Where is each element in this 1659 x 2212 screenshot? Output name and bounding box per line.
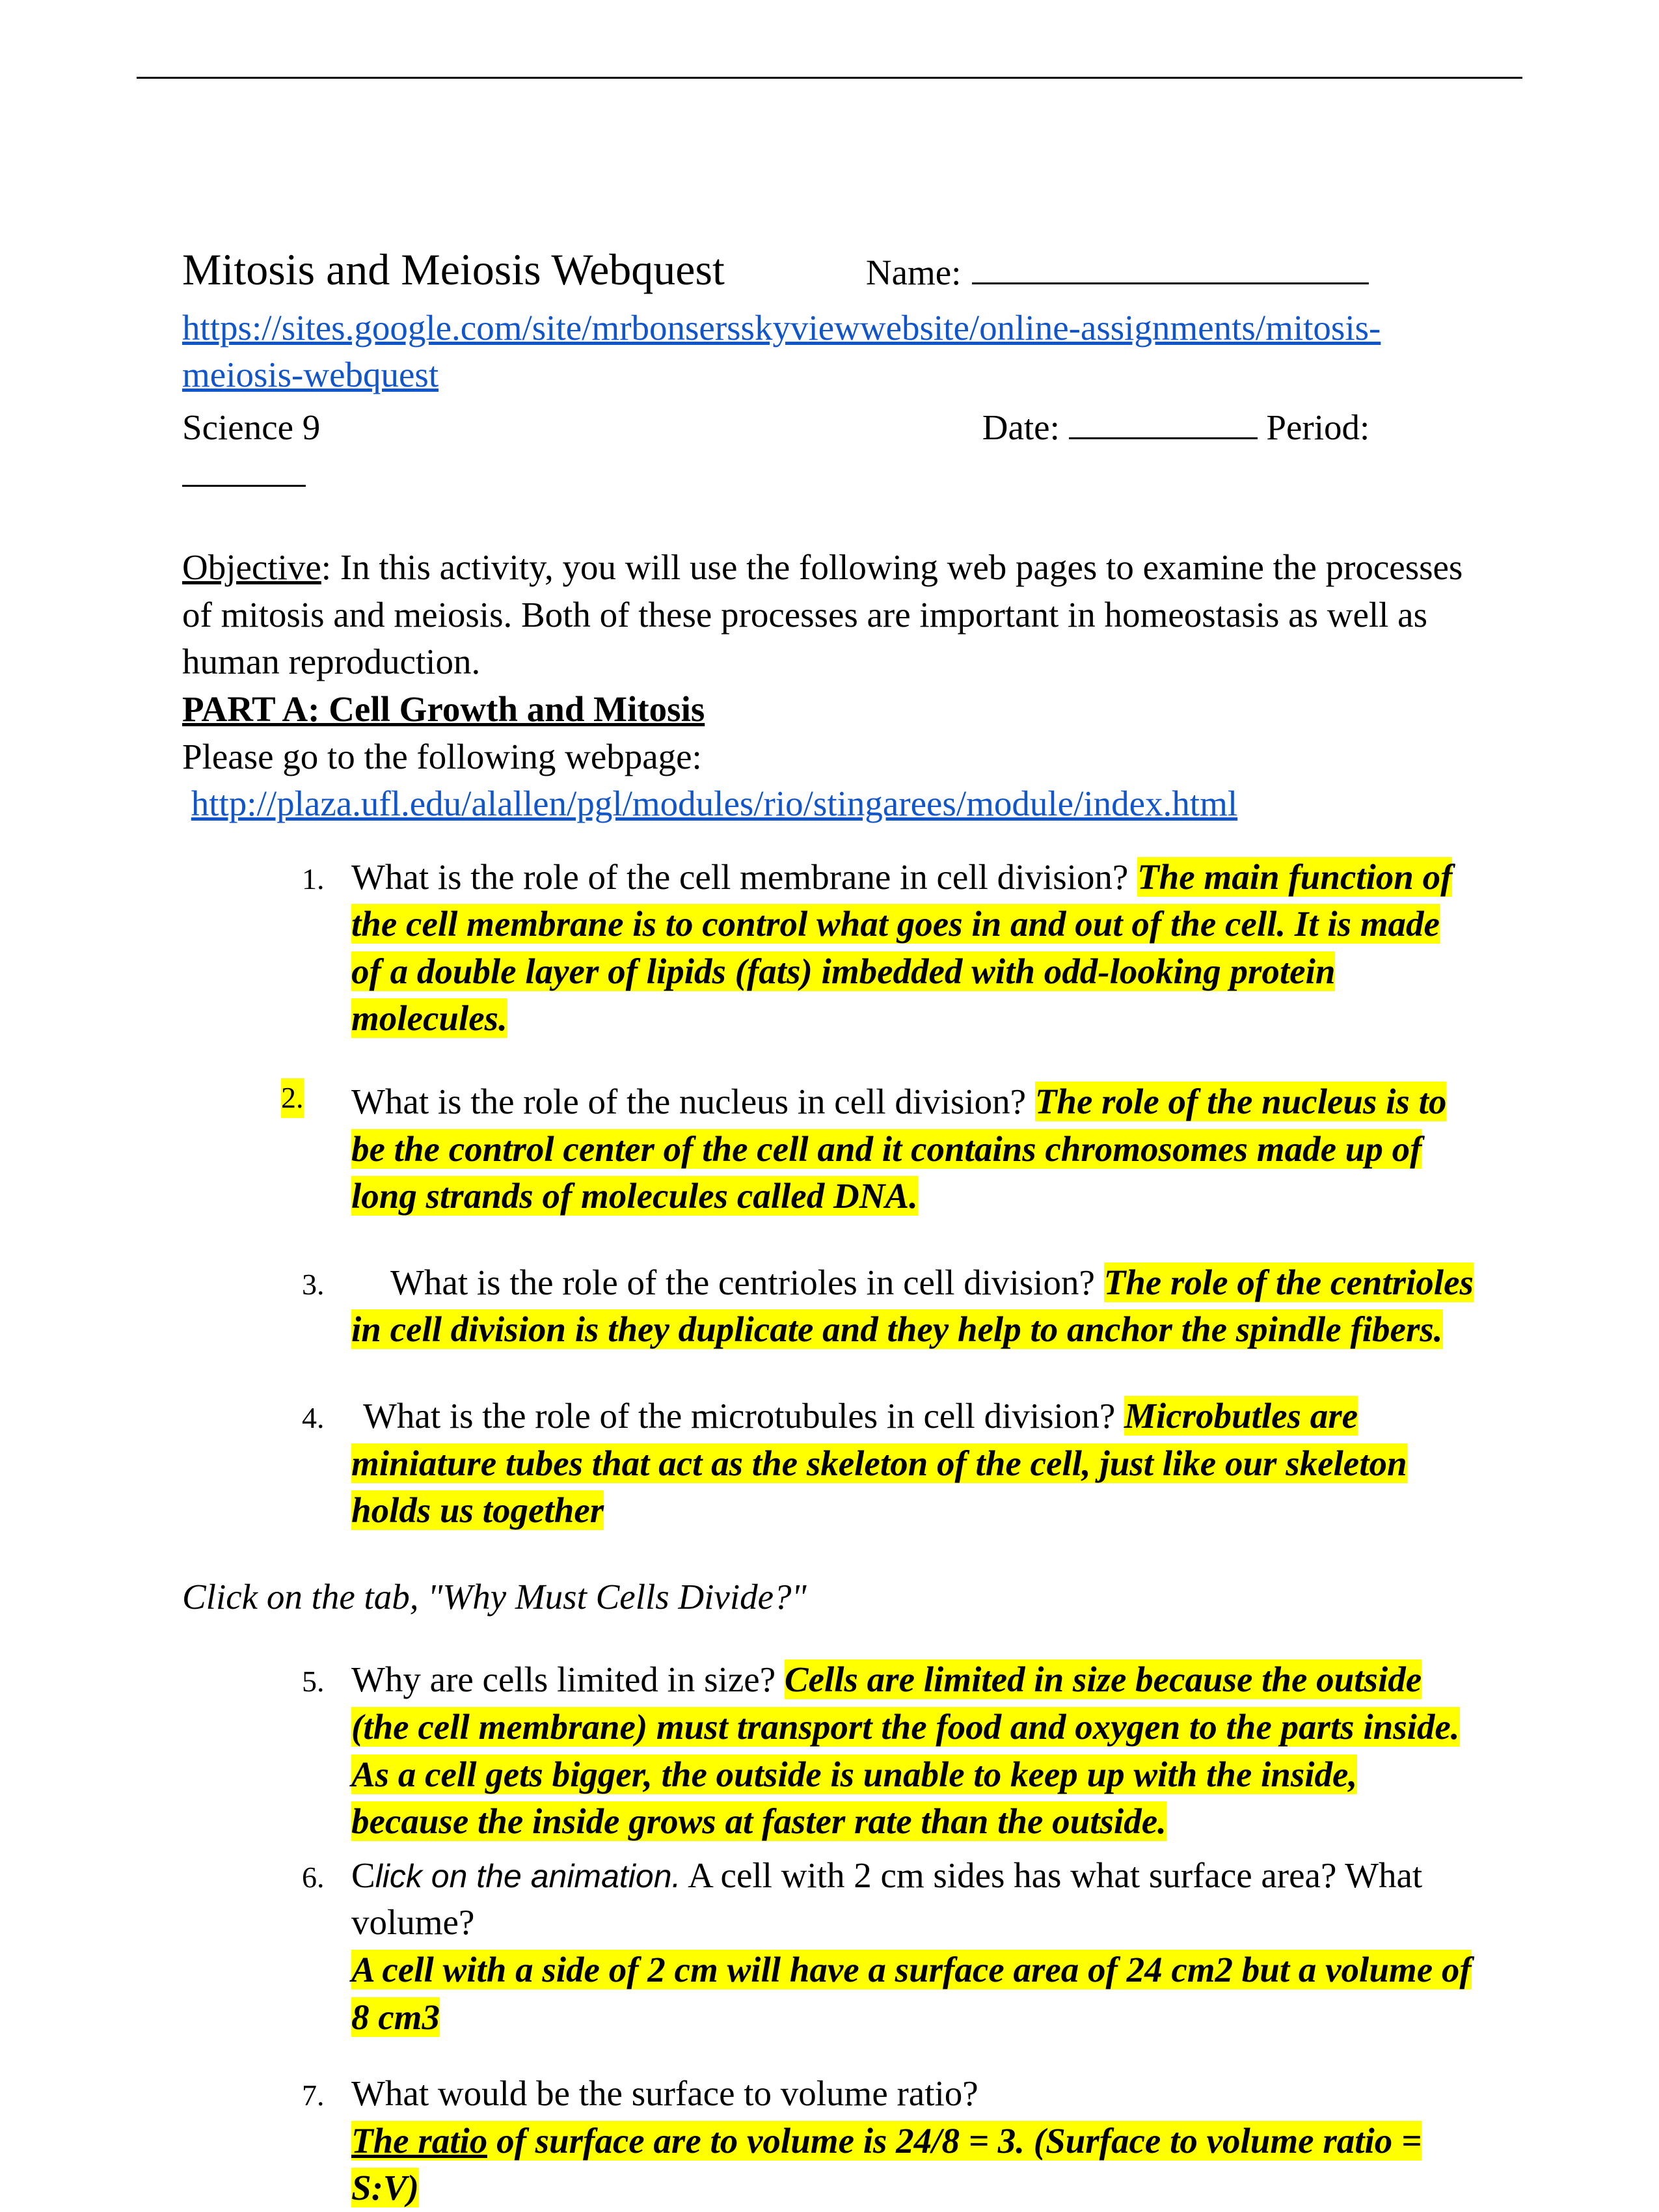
question-7-text: What would be the surface to volume rati… bbox=[351, 2073, 978, 2113]
click-animation-label: lick on the animation. bbox=[375, 1858, 681, 1894]
top-horizontal-rule bbox=[137, 77, 1522, 79]
question-4-text: What is the role of the microtubules in … bbox=[363, 1396, 1124, 1436]
source-url-row: https://sites.google.com/site/mrbonserss… bbox=[182, 305, 1477, 399]
tab-instruction: Click on the tab, "Why Must Cells Divide… bbox=[182, 1574, 1477, 1621]
name-label: Name: bbox=[866, 253, 962, 292]
objective-block: Objective: In this activity, you will us… bbox=[182, 544, 1477, 686]
question-2: 2. What is the role of the nucleus in ce… bbox=[332, 1078, 1477, 1220]
question-3-text: What is the role of the centrioles in ce… bbox=[390, 1263, 1104, 1302]
course-date-row: Science 9 Date: Period: bbox=[182, 404, 1477, 498]
questions-list-1: What is the role of the cell membrane in… bbox=[182, 854, 1477, 1535]
period-blank[interactable] bbox=[182, 452, 306, 487]
objective-label: Objective bbox=[182, 547, 321, 587]
part-a-heading-row: PART A: Cell Growth and Mitosis bbox=[182, 686, 1477, 733]
part-a-instruction: Please go to the following webpage: bbox=[182, 733, 1477, 781]
date-blank[interactable] bbox=[1069, 405, 1258, 439]
question-2-text: What is the role of the nucleus in cell … bbox=[351, 1082, 1035, 1121]
course-label: Science 9 bbox=[182, 407, 320, 447]
question-7: What would be the surface to volume rati… bbox=[332, 2070, 1477, 2212]
objective-text: : In this activity, you will use the fol… bbox=[182, 547, 1463, 681]
question-2-marker: 2. bbox=[281, 1078, 304, 1118]
name-blank[interactable] bbox=[972, 243, 1369, 284]
question-5: Why are cells limited in size? Cells are… bbox=[332, 1656, 1477, 1845]
questions-list-2: Why are cells limited in size? Cells are… bbox=[182, 1656, 1477, 2212]
question-1-text: What is the role of the cell membrane in… bbox=[351, 857, 1137, 897]
question-5-text: Why are cells limited in size? bbox=[351, 1659, 785, 1699]
question-6-prefix: C bbox=[351, 1855, 375, 1895]
worksheet-page: Mitosis and Meiosis Webquest Name: https… bbox=[0, 0, 1659, 2148]
question-6: Click on the animation. A cell with 2 cm… bbox=[332, 1852, 1477, 2041]
question-1: What is the role of the cell membrane in… bbox=[332, 854, 1477, 1043]
period-label: Period: bbox=[1266, 407, 1369, 447]
title-row: Mitosis and Meiosis Webquest Name: bbox=[182, 241, 1477, 299]
question-3: What is the role of the centrioles in ce… bbox=[332, 1259, 1477, 1354]
question-4: What is the role of the microtubules in … bbox=[332, 1393, 1477, 1535]
part-a-url-row: http://plaza.ufl.edu/alallen/pgl/modules… bbox=[182, 780, 1477, 828]
answer-6: A cell with a side of 2 cm will have a s… bbox=[351, 1950, 1472, 2037]
answer-7b: of surface are to volume is 24/8 = 3. (S… bbox=[351, 2121, 1422, 2208]
part-a-heading: PART A: Cell Growth and Mitosis bbox=[182, 689, 705, 729]
answer-7a: The ratio bbox=[351, 2121, 487, 2161]
part-a-url-link[interactable]: http://plaza.ufl.edu/alallen/pgl/modules… bbox=[191, 784, 1237, 823]
date-label: Date: bbox=[982, 407, 1060, 447]
document-title: Mitosis and Meiosis Webquest bbox=[182, 245, 725, 294]
source-url-link[interactable]: https://sites.google.com/site/mrbonserss… bbox=[182, 308, 1381, 395]
